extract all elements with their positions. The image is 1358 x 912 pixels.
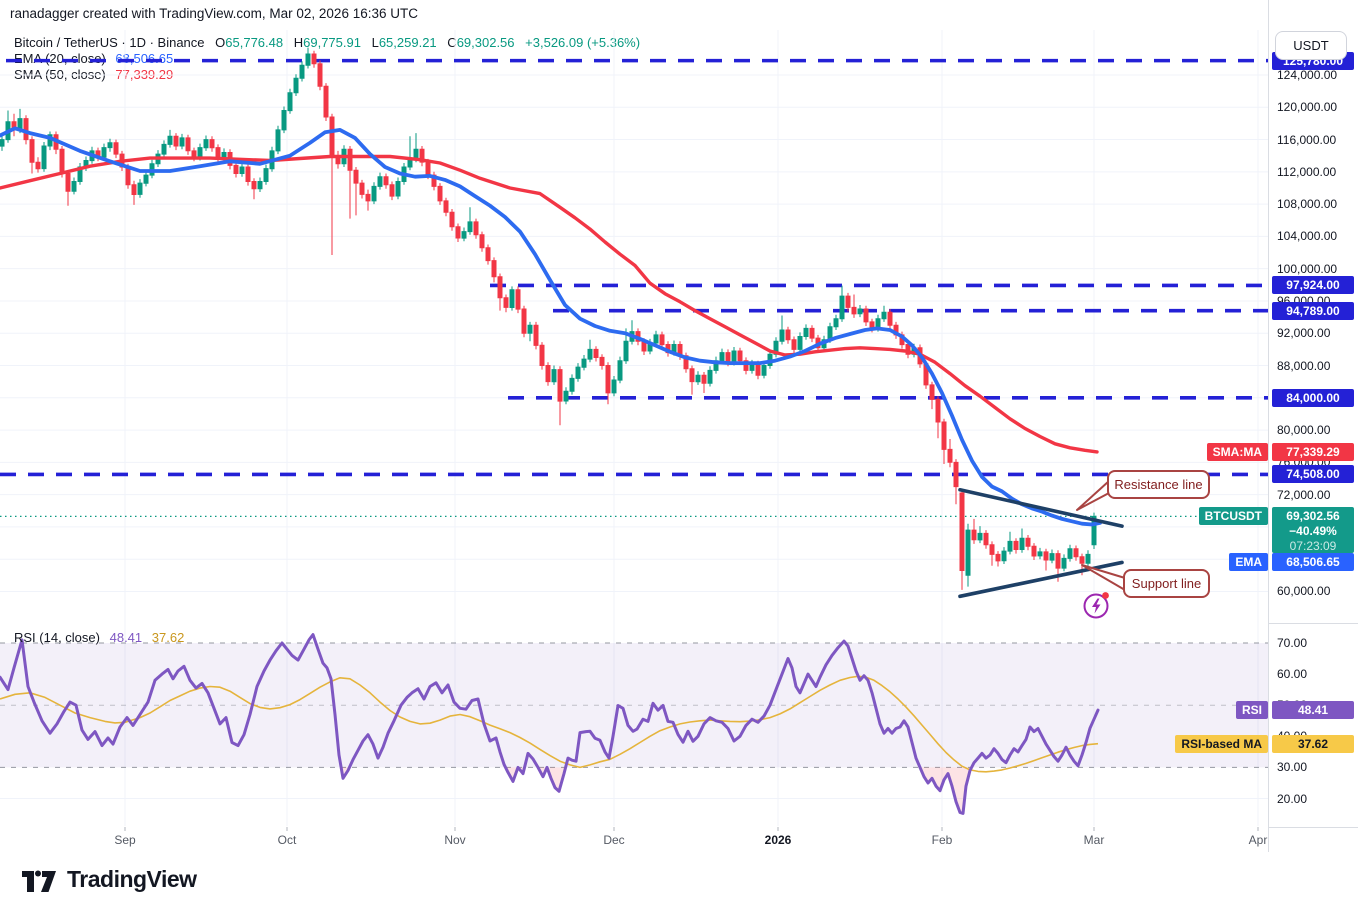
- axis-tick-label: 30.00: [1277, 760, 1308, 775]
- time-axis-label: Oct: [277, 833, 297, 847]
- ema-tag-label: EMA: [1229, 553, 1268, 572]
- candles-down: [11, 50, 1085, 590]
- low-key: L: [371, 35, 379, 50]
- axis-tick-label: 112,000.00: [1277, 164, 1337, 179]
- axis-tick-label: 20.00: [1277, 791, 1308, 806]
- change-value: +3,526.09 (+5.36%): [525, 35, 641, 50]
- price-level-label: 97,924.00: [1272, 276, 1354, 295]
- high-value: 69,775.91: [303, 35, 361, 50]
- axis-tick-label: 60,000.00: [1277, 584, 1331, 599]
- low-value: 65,259.21: [378, 35, 437, 50]
- price-axis[interactable]: USDT 124,000.00 120,000.00 116,000.00 112,0…: [1268, 0, 1358, 852]
- axis-tick-label: 120,000.00: [1277, 100, 1338, 115]
- open-key: O: [215, 35, 226, 50]
- tradingview-logo-text: TradingView: [67, 865, 197, 892]
- axis-tick-label: 88,000.00: [1277, 358, 1331, 373]
- axis-tick-label: 92,000.00: [1277, 326, 1331, 341]
- axis-tick-label: 116,000.00: [1277, 132, 1337, 147]
- rsi-legend[interactable]: RSI (14, close) 48.41 37.62: [14, 630, 184, 645]
- support-line-label: Support line: [1132, 576, 1201, 591]
- axis-tick-label: 104,000.00: [1277, 229, 1338, 244]
- rsi-ma-tag-label: RSI-based MA: [1175, 734, 1268, 753]
- close-value: 69,302.56: [456, 35, 515, 50]
- watermark-attribution: ranadagger created with TradingView.com,…: [10, 6, 418, 21]
- axis-separator: [1269, 827, 1358, 828]
- support-callout-tail[interactable]: [1081, 564, 1126, 591]
- notification-dot: [1102, 592, 1109, 599]
- flash-icon[interactable]: [1083, 592, 1109, 619]
- tradingview-logo[interactable]: TradingView: [22, 864, 197, 894]
- time-axis[interactable]: Sep Oct Nov Dec 2026 Feb Mar Apr: [0, 827, 1268, 852]
- resistance-callout-tail[interactable]: [1076, 480, 1110, 511]
- rsi-line[interactable]: [0, 633, 1100, 815]
- open-value: 65,776.48: [225, 35, 284, 50]
- axis-tick-label: 70.00: [1277, 636, 1308, 650]
- axis-tick-label: 108,000.00: [1277, 197, 1338, 212]
- axis-tick-label: 72,000.00: [1277, 487, 1331, 502]
- symbol-tag-label: BTCUSDT: [1198, 507, 1268, 526]
- candles-up: [0, 47, 1097, 587]
- resistance-line-label: Resistance line: [1114, 477, 1202, 492]
- symbol-row: Bitcoin / TetherUS · 1D · Binance O65,77…: [14, 35, 640, 51]
- currency-toggle-button[interactable]: USDT: [1275, 31, 1347, 60]
- pane-separator: [1269, 623, 1358, 624]
- symbol-legend[interactable]: Bitcoin / TetherUS · 1D · Binance O65,77…: [14, 35, 640, 83]
- axis-tick-label: 100,000.00: [1277, 261, 1338, 276]
- time-axis-label: Feb: [931, 833, 953, 847]
- time-axis-label: Mar: [1083, 833, 1105, 847]
- price-level-label: 74,508.00: [1272, 465, 1354, 484]
- time-axis-label: Dec: [603, 833, 625, 847]
- sma-value-label: 77,339.29: [1272, 442, 1354, 461]
- bar-countdown: 07:23:09: [1289, 539, 1337, 554]
- close-key: C: [447, 35, 457, 50]
- price-chart-canvas[interactable]: Resistance line Support line: [0, 0, 1268, 852]
- annotation-callouts: Resistance line Support line: [1076, 470, 1210, 598]
- resistance-callout-box[interactable]: [1107, 470, 1210, 499]
- axis-tick-label: 60.00: [1277, 667, 1308, 682]
- rsi-tag-label: RSI: [1235, 701, 1268, 720]
- last-price-label: 69,302.56 −40.49% 07:23:09: [1272, 507, 1354, 554]
- rsi-ma-value-label: 37.62: [1272, 734, 1354, 753]
- rsi-ma-line[interactable]: [0, 675, 1099, 773]
- tradingview-logo-mark: [22, 870, 56, 892]
- rsi-oversold-fill: [547, 767, 566, 792]
- time-axis-label: Apr: [1248, 833, 1268, 847]
- axis-tick-label: 80,000.00: [1277, 423, 1331, 438]
- sma-tag-label: SMA:MA: [1206, 442, 1268, 461]
- rsi-legend-value: 48.41: [109, 630, 143, 645]
- high-key: H: [293, 35, 304, 50]
- price-level-label: 84,000.00: [1272, 388, 1354, 407]
- last-change-value: −40.49%: [1289, 524, 1337, 539]
- time-axis-label: Sep: [114, 833, 136, 847]
- symbol-title[interactable]: Bitcoin / TetherUS · 1D · Binance: [14, 35, 205, 50]
- resistance-trendline[interactable]: [958, 487, 1124, 528]
- last-price-value: 69,302.56: [1286, 509, 1340, 524]
- ema20-line[interactable]: [0, 126, 1102, 527]
- rsi-value-label: 48.41: [1272, 701, 1354, 720]
- ema-value-label: 68,506.65: [1272, 553, 1354, 572]
- rsi-ma-legend-value: 37.62: [151, 630, 185, 645]
- rsi-label: RSI (14, close): [14, 630, 100, 645]
- time-axis-label: 2026: [764, 833, 792, 847]
- time-axis-label: Nov: [444, 833, 466, 847]
- price-level-label: 94,789.00: [1272, 301, 1354, 320]
- support-callout-box[interactable]: [1123, 569, 1210, 598]
- axis-tick-label: 124,000.00: [1277, 68, 1338, 82]
